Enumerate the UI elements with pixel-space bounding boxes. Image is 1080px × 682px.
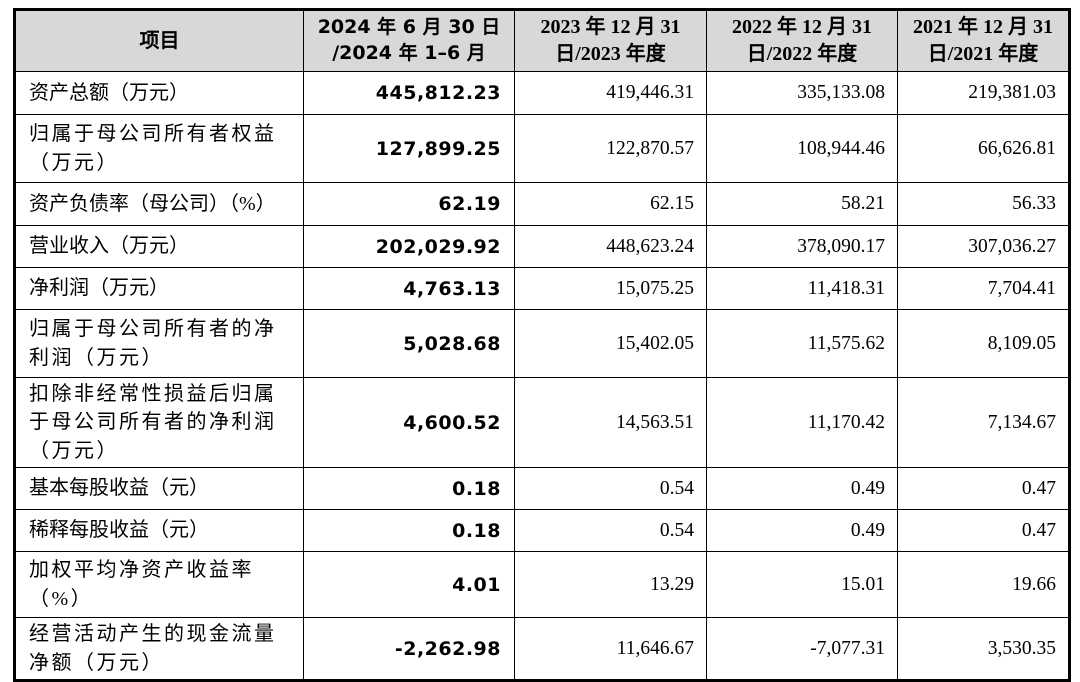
value-2024: 0.18 — [303, 467, 515, 511]
value-2024: 4.01 — [303, 551, 515, 619]
value-2021: 307,036.27 — [897, 225, 1070, 268]
table-row-parent-equity: 归属于母公司所有者权益 （万元） 127,899.25 122,870.57 1… — [14, 114, 1070, 183]
value-2021: 19.66 — [897, 551, 1070, 619]
header-cell-item: 项目 — [14, 9, 304, 72]
header-cell-2021: 2021 年 12 月 31 日/2021 年度 — [897, 9, 1070, 72]
value-2023: 0.54 — [514, 467, 707, 511]
value-2024: 202,029.92 — [303, 225, 515, 268]
row-label: 归属于母公司所有者权益 （万元） — [14, 114, 304, 183]
header-2022-line1: 2022 年 12 月 31 — [732, 16, 872, 38]
value-2024: -2,262.98 — [303, 617, 515, 681]
value-2022: -7,077.31 — [706, 617, 898, 681]
value-2021: 66,626.81 — [897, 114, 1070, 183]
header-2021-line1: 2021 年 12 月 31 — [913, 16, 1053, 38]
value-2022: 58.21 — [706, 182, 898, 226]
table-row-deducted-net-profit: 扣除非经常性损益后归属 于母公司所有者的净利润 （万元） 4,600.52 14… — [14, 376, 1070, 469]
value-2022: 11,575.62 — [706, 309, 898, 378]
value-2021: 7,704.41 — [897, 267, 1070, 310]
row-label: 归属于母公司所有者的净 利润（万元） — [14, 309, 304, 378]
value-2023: 15,075.25 — [514, 267, 707, 310]
header-2024-line2: /2024 年 1–6 月 — [332, 42, 486, 64]
value-2021: 219,381.03 — [897, 71, 1070, 115]
value-2023: 13.29 — [514, 551, 707, 619]
value-2023: 15,402.05 — [514, 309, 707, 378]
value-2023: 0.54 — [514, 509, 707, 553]
value-2024: 445,812.23 — [303, 71, 515, 115]
value-2023: 62.15 — [514, 182, 707, 226]
value-2022: 378,090.17 — [706, 225, 898, 268]
header-item-label: 项目 — [139, 29, 180, 52]
value-2021: 3,530.35 — [897, 617, 1070, 681]
value-2023: 122,870.57 — [514, 114, 707, 183]
value-2021: 8,109.05 — [897, 309, 1070, 378]
row-label: 资产负债率（母公司）（%） — [14, 182, 304, 226]
table-row-parent-net-profit: 归属于母公司所有者的净 利润（万元） 5,028.68 15,402.05 11… — [14, 309, 1070, 378]
header-2023-line2: 日/2023 年度 — [555, 43, 666, 65]
value-2023: 11,646.67 — [514, 617, 707, 681]
header-cell-2024: 2024 年 6 月 30 日 /2024 年 1–6 月 — [303, 9, 515, 72]
value-2024: 127,899.25 — [303, 114, 515, 183]
header-2023-line1: 2023 年 12 月 31 — [540, 16, 681, 38]
row-label: 扣除非经常性损益后归属 于母公司所有者的净利润 （万元） — [14, 376, 304, 469]
value-2024: 4,600.52 — [303, 376, 515, 469]
value-2022: 0.49 — [706, 467, 898, 511]
row-label: 营业收入（万元） — [14, 225, 304, 268]
value-2022: 335,133.08 — [706, 71, 898, 115]
table-body: 资产总额（万元） 445,812.23 419,446.31 335,133.0… — [14, 71, 1070, 681]
value-2021: 0.47 — [897, 509, 1070, 553]
table-row-diluted-eps: 稀释每股收益（元） 0.18 0.54 0.49 0.47 — [14, 509, 1070, 553]
header-2022-line2: 日/2022 年度 — [746, 43, 858, 65]
header-row: 项目 2024 年 6 月 30 日 /2024 年 1–6 月 2023 年 … — [14, 9, 1070, 72]
row-label: 经营活动产生的现金流量 净额（万元） — [14, 617, 304, 681]
table-row-debt-ratio: 资产负债率（母公司）（%） 62.19 62.15 58.21 56.33 — [14, 182, 1070, 226]
header-2024-line1: 2024 年 6 月 30 日 — [317, 16, 501, 39]
value-2022: 0.49 — [706, 509, 898, 553]
value-2023: 448,623.24 — [514, 225, 707, 268]
row-label: 资产总额（万元） — [14, 71, 304, 115]
value-2024: 62.19 — [303, 182, 515, 226]
value-2022: 15.01 — [706, 551, 898, 619]
row-label: 基本每股收益（元） — [14, 467, 304, 511]
header-cell-2023: 2023 年 12 月 31 日/2023 年度 — [514, 9, 707, 72]
header-2021-line2: 日/2021 年度 — [927, 43, 1039, 65]
table-row-operating-cash-flow: 经营活动产生的现金流量 净额（万元） -2,262.98 11,646.67 -… — [14, 617, 1070, 681]
value-2023: 14,563.51 — [514, 376, 707, 469]
value-2022: 11,170.42 — [706, 376, 898, 469]
value-2021: 7,134.67 — [897, 376, 1070, 469]
value-2024: 0.18 — [303, 509, 515, 553]
row-label: 净利润（万元） — [14, 267, 304, 310]
table-row-basic-eps: 基本每股收益（元） 0.18 0.54 0.49 0.47 — [14, 467, 1070, 511]
row-label: 加权平均净资产收益率 （%） — [14, 551, 304, 619]
header-cell-2022: 2022 年 12 月 31 日/2022 年度 — [706, 9, 898, 72]
value-2021: 0.47 — [897, 467, 1070, 511]
table-row-total-assets: 资产总额（万元） 445,812.23 419,446.31 335,133.0… — [14, 71, 1070, 115]
value-2021: 56.33 — [897, 182, 1070, 226]
financial-summary-table-container: 项目 2024 年 6 月 30 日 /2024 年 1–6 月 2023 年 … — [13, 8, 1071, 682]
value-2024: 5,028.68 — [303, 309, 515, 378]
value-2023: 419,446.31 — [514, 71, 707, 115]
financial-summary-table: 项目 2024 年 6 月 30 日 /2024 年 1–6 月 2023 年 … — [13, 8, 1071, 682]
value-2022: 11,418.31 — [706, 267, 898, 310]
table-header: 项目 2024 年 6 月 30 日 /2024 年 1–6 月 2023 年 … — [14, 9, 1070, 72]
table-row-operating-revenue: 营业收入（万元） 202,029.92 448,623.24 378,090.1… — [14, 225, 1070, 268]
table-row-weighted-avg-roe: 加权平均净资产收益率 （%） 4.01 13.29 15.01 19.66 — [14, 551, 1070, 619]
row-label: 稀释每股收益（元） — [14, 509, 304, 553]
value-2024: 4,763.13 — [303, 267, 515, 310]
value-2022: 108,944.46 — [706, 114, 898, 183]
table-row-net-profit: 净利润（万元） 4,763.13 15,075.25 11,418.31 7,7… — [14, 267, 1070, 310]
